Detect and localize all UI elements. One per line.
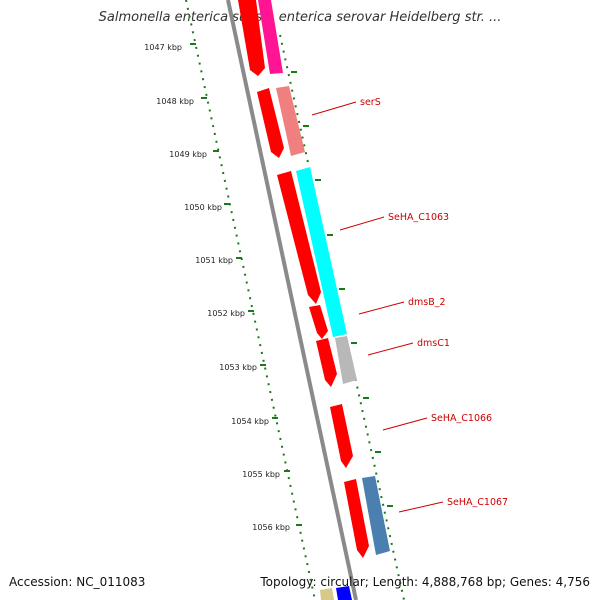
- right-ruler-minor-ticks: [291, 71, 393, 507]
- label-leader-line: [311, 101, 357, 116]
- ruler-tick-label: 1054 kbp: [231, 417, 269, 426]
- cds-arrow[interactable]: [344, 479, 369, 558]
- cds-arrow[interactable]: [277, 171, 321, 304]
- bottom-partial-feature-yellow[interactable]: [320, 588, 334, 600]
- label-leader-line: [382, 417, 428, 431]
- gene-label-SeHA_C1066[interactable]: SeHA_C1066: [431, 413, 492, 424]
- genome-title: Salmonella enterica subsp. enterica sero…: [98, 10, 502, 25]
- ruler-tick-label: 1052 kbp: [207, 309, 245, 318]
- bottom-partial-feature-blue[interactable]: [336, 586, 352, 600]
- gene-SeHA_C1063[interactable]: [296, 167, 347, 337]
- gene-serS[interactable]: [276, 86, 305, 156]
- ruler-tick-label: 1051 kbp: [195, 256, 233, 265]
- gene-label-SeHA_C1063[interactable]: SeHA_C1063: [388, 212, 449, 223]
- ruler-tick-group: 1047 kbp 1048 kbp 1049 kbp 1050 kbp 1051…: [144, 43, 302, 532]
- gene-label-dmsB_2[interactable]: dmsB_2: [408, 297, 446, 308]
- label-leader-line: [358, 301, 405, 315]
- label-leader-line: [367, 342, 414, 356]
- accession-label: Accession: NC_011083: [9, 575, 146, 589]
- top-partial-feature-magenta[interactable]: [258, 0, 283, 74]
- gene-labels: serS SeHA_C1063 dmsB_2 dmsC1 SeHA_C1066 …: [311, 97, 508, 513]
- left-dotted-ruler: [185, 0, 316, 600]
- gene-label-dmsC1[interactable]: dmsC1: [417, 338, 450, 349]
- gene-dmsC1[interactable]: [335, 336, 357, 384]
- cds-arrow[interactable]: [330, 404, 353, 468]
- cds-arrow[interactable]: [257, 88, 284, 158]
- ruler-tick-label: 1049 kbp: [169, 150, 207, 159]
- ruler-tick-label: 1048 kbp: [156, 97, 194, 106]
- ruler-tick-label: 1056 kbp: [252, 523, 290, 532]
- cds-arrow[interactable]: [309, 305, 328, 339]
- ruler-tick-label: 1053 kbp: [219, 363, 257, 372]
- gene-SeHA_C1067[interactable]: [362, 476, 390, 555]
- label-leader-line: [398, 501, 444, 513]
- top-partial-cds[interactable]: [238, 0, 265, 76]
- ruler-tick-label: 1055 kbp: [242, 470, 280, 479]
- gene-label-SeHA_C1067[interactable]: SeHA_C1067: [447, 497, 508, 508]
- ruler-tick-label: 1047 kbp: [144, 43, 182, 52]
- cds-arrow[interactable]: [316, 338, 337, 387]
- genome-backbone: [226, 0, 358, 600]
- topology-summary: Topology: circular; Length: 4,888,768 bp…: [260, 575, 590, 589]
- label-leader-line: [339, 216, 385, 231]
- ruler-tick-label: 1050 kbp: [184, 203, 222, 212]
- gene-label-serS[interactable]: serS: [360, 97, 381, 108]
